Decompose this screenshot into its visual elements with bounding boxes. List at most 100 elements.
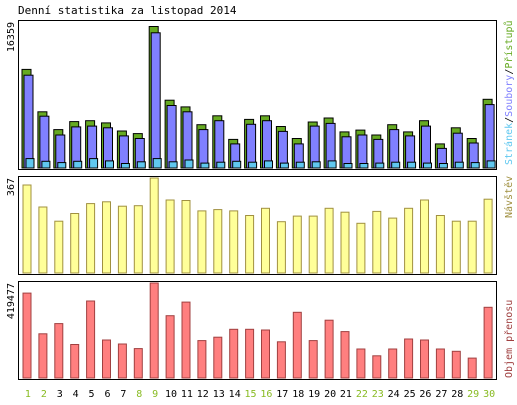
bar-files-day-30	[484, 104, 495, 169]
bar-pages-day-8	[136, 161, 146, 169]
bar-kbytes-day-5	[86, 300, 96, 379]
x-tick-label-day-2: 2	[41, 389, 47, 400]
bar-kbytes-day-8	[133, 348, 143, 379]
bar-visits-day-10	[165, 199, 175, 274]
x-tick-label-day-21: 21	[340, 389, 352, 400]
bar-visits-day-1	[22, 184, 32, 274]
bar-kbytes-day-16	[261, 329, 270, 379]
bar-pages-day-29	[470, 162, 480, 169]
bar-visits-day-13	[213, 209, 223, 274]
legend-pages: Stránek	[503, 123, 515, 165]
bar-files-day-15	[246, 123, 257, 169]
x-tick-label-day-15: 15	[244, 389, 256, 400]
x-tick-label-day-13: 13	[213, 389, 225, 400]
bar-files-day-17	[277, 130, 288, 169]
bar-pages-day-6	[105, 160, 114, 169]
chart-title: Denní statistika za listopad 2014	[18, 4, 237, 17]
x-tick-label-day-4: 4	[73, 389, 79, 400]
bar-visits-day-2	[38, 206, 48, 274]
bar-visits-day-14	[229, 210, 239, 274]
bar-kbytes-day-22	[356, 348, 366, 379]
bar-pages-day-9	[152, 158, 162, 169]
bar-pages-day-18	[295, 161, 305, 169]
legend-separator: /	[504, 69, 515, 75]
x-tick-label-day-28: 28	[451, 389, 463, 400]
panel-frame-kbytes	[18, 281, 497, 380]
bar-pages-day-11	[184, 159, 194, 169]
bar-visits-day-22	[356, 222, 366, 274]
bar-visits-day-26	[420, 199, 429, 274]
x-tick-label-day-10: 10	[165, 389, 177, 400]
bar-pages-day-26	[423, 162, 432, 169]
x-tick-label-day-17: 17	[276, 389, 288, 400]
bar-pages-day-1	[25, 158, 35, 169]
bar-pages-day-7	[120, 163, 130, 169]
bar-kbytes-day-9	[149, 282, 159, 379]
x-tick-label-day-16: 16	[260, 389, 272, 400]
x-tick-label-day-30: 30	[483, 389, 495, 400]
bar-visits-day-5	[86, 203, 96, 274]
bar-visits-day-29	[467, 220, 477, 274]
bar-visits-day-9	[149, 177, 159, 274]
bar-kbytes-day-17	[276, 341, 286, 379]
bar-visits-day-3	[54, 220, 64, 274]
x-tick-label-day-18: 18	[292, 389, 304, 400]
bar-pages-day-2	[41, 160, 51, 169]
bar-visits-day-27	[435, 215, 445, 274]
bar-visits-day-12	[197, 210, 207, 274]
bar-pages-day-22	[359, 163, 369, 169]
x-tick-label-day-3: 3	[57, 389, 63, 400]
bar-kbytes-day-11	[181, 301, 191, 379]
bar-visits-day-4	[70, 213, 80, 274]
bar-pages-day-24	[391, 161, 401, 169]
bar-visits-day-28	[451, 220, 461, 274]
bar-pages-day-5	[89, 158, 99, 169]
bar-files-day-9	[150, 32, 161, 169]
bar-pages-day-23	[375, 162, 385, 169]
bar-visits-day-19	[308, 215, 318, 274]
panel-frame-hits-files-pages	[18, 20, 497, 170]
bar-visits-day-25	[404, 207, 414, 274]
bar-pages-day-14	[232, 160, 242, 169]
bar-visits-day-17	[276, 221, 286, 274]
x-tick-label-day-12: 12	[197, 389, 209, 400]
bar-kbytes-day-25	[404, 338, 414, 379]
x-tick-label-day-6: 6	[104, 389, 110, 400]
bar-visits-day-7	[117, 205, 127, 274]
bar-kbytes-day-28	[451, 350, 461, 379]
bar-kbytes-day-30	[483, 306, 493, 379]
bar-pages-day-15	[248, 161, 258, 169]
bar-pages-day-17	[279, 162, 289, 169]
bar-kbytes-day-21	[340, 331, 350, 379]
legend-visits: Návštěv	[503, 176, 515, 218]
legend-hits-files-pages: Stránek/Soubory/Přístupů	[503, 20, 515, 165]
bar-files-day-26	[421, 125, 431, 169]
bar-kbytes-day-12	[197, 340, 207, 379]
bar-pages-day-28	[454, 161, 464, 169]
bar-visits-day-11	[181, 200, 191, 274]
bar-files-day-1	[23, 74, 34, 169]
bar-pages-day-25	[407, 161, 417, 169]
x-tick-label-day-7: 7	[120, 389, 126, 400]
bar-visits-day-23	[372, 210, 382, 274]
bar-kbytes-day-23	[372, 355, 382, 379]
bar-visits-day-15	[245, 215, 255, 274]
y-max-label-kbytes: 419477	[6, 283, 17, 319]
bar-files-day-2	[39, 115, 50, 169]
x-tick-label-day-25: 25	[404, 389, 416, 400]
bar-visits-day-24	[388, 217, 398, 274]
x-tick-label-day-23: 23	[372, 389, 384, 400]
bar-files-day-12	[198, 129, 209, 169]
bar-pages-day-12	[200, 162, 210, 169]
bar-pages-day-13	[216, 161, 226, 169]
x-tick-label-day-26: 26	[419, 389, 431, 400]
bar-kbytes-day-19	[308, 340, 318, 379]
bar-kbytes-day-26	[420, 339, 429, 379]
bar-kbytes-day-24	[388, 348, 398, 379]
x-tick-label-day-8: 8	[136, 389, 142, 400]
bar-pages-day-21	[343, 163, 353, 169]
y-max-label-visits: 367	[6, 178, 17, 196]
bar-kbytes-day-7	[117, 343, 127, 379]
